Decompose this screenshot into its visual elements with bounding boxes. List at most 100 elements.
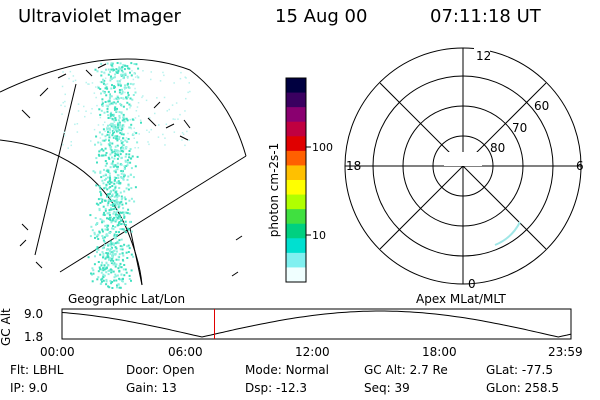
- orbit-ytick-high: 9.0: [24, 307, 43, 321]
- uv-pixel: [126, 146, 128, 149]
- uv-pixel: [90, 272, 92, 275]
- uv-pixel: [108, 134, 111, 137]
- uv-pixel: [113, 148, 116, 151]
- uv-pixel: [112, 270, 115, 273]
- uv-pixel: [131, 98, 134, 101]
- uv-pixel: [111, 219, 114, 222]
- polar-emission-arc: [494, 221, 521, 246]
- uv-pixel: [121, 143, 124, 146]
- uv-pixel: [103, 179, 106, 181]
- uv-pixel: [116, 97, 119, 100]
- uv-pixel: [119, 132, 122, 134]
- uv-pixel: [128, 228, 131, 231]
- uv-pixel: [104, 77, 107, 79]
- uv-pixel: [122, 277, 124, 280]
- uv-pixel: [105, 68, 107, 71]
- uv-pixel: [117, 70, 120, 73]
- uv-pixel: [95, 184, 98, 187]
- uv-pixel: [118, 91, 121, 94]
- uv-pixel: [115, 149, 118, 152]
- uv-pixel: [124, 224, 127, 226]
- uv-pixel: [113, 233, 116, 236]
- uv-pixel: [109, 115, 112, 117]
- uv-pixel: [121, 140, 124, 143]
- uv-pixel: [114, 202, 117, 205]
- coast-segment: [179, 135, 189, 141]
- uv-pixel: [129, 157, 132, 160]
- uv-pixel: [114, 90, 116, 93]
- uv-pixel: [126, 212, 129, 215]
- uv-pixel: [105, 104, 108, 107]
- uv-pixel: [117, 130, 120, 133]
- colorbar-frame: [285, 77, 307, 283]
- uv-pixel: [110, 282, 113, 285]
- uv-pixel: [134, 117, 137, 119]
- uv-pixel: [103, 111, 106, 114]
- uv-pixel: [116, 107, 118, 110]
- uv-pixel: [118, 136, 121, 139]
- uv-pixel: [124, 84, 126, 87]
- uv-emission-pixels: [60, 62, 191, 289]
- uv-pixel: [123, 168, 126, 170]
- uv-pixel: [99, 187, 102, 190]
- uv-pixel: [110, 78, 113, 80]
- uv-pixel: [158, 124, 160, 126]
- uv-pixel: [127, 138, 130, 140]
- uv-pixel: [109, 95, 112, 98]
- uv-pixel: [110, 242, 113, 245]
- uv-pixel: [102, 78, 104, 81]
- uv-pixel: [115, 194, 118, 197]
- uv-pixel: [105, 261, 108, 264]
- uv-pixel: [117, 165, 119, 168]
- uv-pixel: [129, 82, 132, 85]
- info-dsp: Dsp: -12.3: [245, 381, 308, 395]
- uv-pixel: [128, 67, 131, 70]
- uv-pixel: [112, 132, 114, 135]
- uv-pixel: [120, 125, 122, 128]
- uv-pixel: [168, 108, 170, 111]
- uv-pixel: [92, 272, 95, 275]
- uv-pixel: [120, 266, 123, 269]
- uv-pixel: [99, 137, 102, 139]
- uv-pixel: [110, 102, 113, 105]
- uv-pixel: [99, 171, 102, 174]
- uv-pixel: [111, 62, 114, 65]
- uv-pixel: [118, 264, 121, 267]
- uv-pixel: [123, 148, 125, 151]
- uv-pixel: [130, 123, 133, 126]
- uv-pixel: [120, 223, 123, 226]
- uv-pixel: [113, 86, 116, 89]
- uv-pixel: [101, 230, 104, 233]
- uv-pixel: [109, 147, 112, 150]
- uv-pixel: [116, 224, 119, 227]
- uv-pixel: [126, 159, 129, 162]
- uv-pixel: [125, 153, 128, 156]
- uv-pixel: [114, 253, 117, 256]
- uv-pixel: [92, 170, 95, 173]
- uv-pixel: [117, 283, 120, 286]
- uv-pixel: [107, 212, 110, 215]
- geo-meridian-line-2: [59, 155, 247, 273]
- uv-pixel: [128, 199, 131, 202]
- uv-pixel: [98, 231, 101, 234]
- uv-pixel: [118, 155, 121, 158]
- uv-pixel: [97, 203, 100, 206]
- uv-pixel: [131, 70, 133, 72]
- mlt-label-12: 12: [476, 49, 491, 63]
- uv-pixel: [115, 215, 118, 218]
- uv-pixel: [116, 284, 118, 287]
- uv-pixel: [93, 231, 96, 234]
- uv-pixel: [129, 148, 132, 151]
- uv-pixel: [114, 242, 117, 245]
- uv-pixel: [124, 268, 127, 271]
- uv-pixel: [99, 253, 102, 256]
- uv-pixel: [115, 68, 118, 71]
- uv-pixel: [107, 193, 110, 196]
- uv-pixel: [94, 68, 97, 71]
- date-label: 15 Aug 00: [275, 6, 368, 27]
- uv-pixel: [110, 149, 113, 152]
- uv-pixel: [123, 165, 126, 168]
- uv-pixel: [118, 286, 121, 289]
- uv-pixel: [127, 251, 130, 253]
- uv-pixel: [111, 193, 114, 196]
